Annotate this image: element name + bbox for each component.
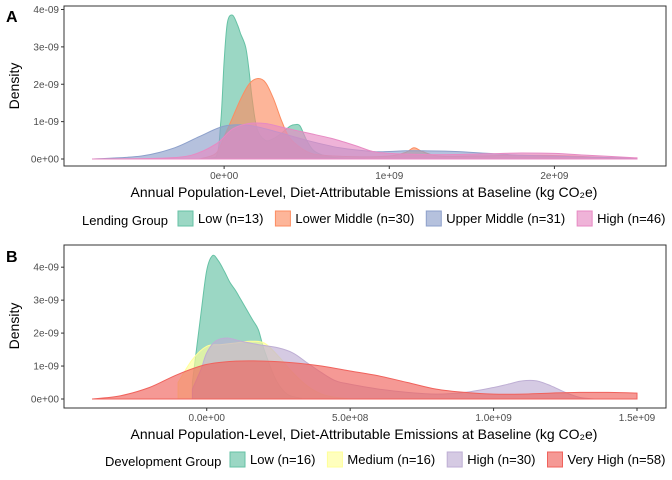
panel-b-y-axis: 0e+00 1e-09 2e-09 3e-09 4e-09 <box>31 263 64 406</box>
panel-b-legend-key <box>446 451 463 468</box>
panel-a-legend-key <box>576 210 593 227</box>
panel-a-legend-key <box>177 210 194 227</box>
panel-b-y-tick-label: 4e-09 <box>33 263 59 274</box>
panel-b-x-axis-title: Annual Population-Level, Diet-Attributab… <box>131 426 598 442</box>
panel-a-y-tick-label: 0e+00 <box>31 155 60 166</box>
panel-b-legend: Development Group Low (n=16) Medium (n=16… <box>105 451 666 469</box>
panel-b-y-tick-label: 1e-09 <box>33 362 59 373</box>
panel-a-x-axis: 0e+00 1e+09 2e+09 <box>210 166 569 182</box>
panel-b-legend-key <box>326 451 343 468</box>
panel-a-density-areas <box>91 14 638 160</box>
panel-b-legend-title: Development Group <box>105 454 221 469</box>
panel-a: A 0e+00 1e-09 2e-09 3e-09 4e-09 0e+00 1e+09 2e… <box>6 5 667 228</box>
panel-a-y-tick-label: 4e-09 <box>33 5 59 16</box>
panel-b-y-tick-label: 0e+00 <box>31 395 60 406</box>
panel-b-legend-label: Medium (n=16) <box>347 452 435 467</box>
panel-a-legend-key <box>425 210 442 227</box>
panel-b-plot-border <box>63 244 667 409</box>
panel-b-y-tick-label: 2e-09 <box>33 329 59 340</box>
panel-b-density-areas <box>91 254 638 400</box>
panel-a-plot-border <box>63 5 667 167</box>
panel-a-legend: Lending Group Low (n=13) Lower Middle (n=… <box>82 210 665 228</box>
panel-a-y-axis-title: Density <box>6 63 22 110</box>
panel-b-x-tick-label: 1.0e+09 <box>475 413 512 424</box>
panel-b-legend-label: Low (n=16) <box>250 452 315 467</box>
panel-b-y-tick-label: 3e-09 <box>33 296 59 307</box>
panel-b-y-axis-title: Density <box>6 303 22 350</box>
panel-a-legend-title: Lending Group <box>82 213 168 228</box>
panel-a-x-tick-label: 2e+09 <box>540 171 569 182</box>
panel-b-x-tick-label: 1.5e+09 <box>619 413 656 424</box>
panel-b-density-4 <box>91 360 638 400</box>
panel-b-x-tick-label: 5.0e+08 <box>332 413 369 424</box>
panel-a-density-4 <box>91 122 638 160</box>
panel-a-legend-label: High (n=46) <box>597 211 665 226</box>
panel-a-legend-label: Lower Middle (n=30) <box>295 211 414 226</box>
panel-b-legend-key <box>229 451 246 468</box>
panel-b-x-axis: 0.0e+00 5.0e+08 1.0e+09 1.5e+09 <box>189 408 656 424</box>
panel-a-label: A <box>6 9 18 26</box>
panel-a-x-tick-label: 0e+00 <box>210 171 239 182</box>
panel-b-label: B <box>6 249 18 266</box>
panel-b-legend-label: Very High (n=58) <box>568 452 666 467</box>
panel-a-y-tick-label: 2e-09 <box>33 80 59 91</box>
panel-a-x-axis-title: Annual Population-Level, Diet-Attributab… <box>131 184 598 200</box>
panel-b: B 0e+00 1e-09 2e-09 3e-09 4e-09 0.0e+00 5.0e+… <box>6 244 667 469</box>
panel-a-y-tick-label: 1e-09 <box>33 117 59 128</box>
panel-a-legend-label: Low (n=13) <box>198 211 263 226</box>
panel-b-legend-key <box>547 451 563 468</box>
panel-b-x-tick-label: 0.0e+00 <box>189 413 226 424</box>
panel-a-legend-label: Upper Middle (n=31) <box>446 211 565 226</box>
panel-a-legend-key <box>274 210 291 227</box>
panel-a-x-tick-label: 1e+09 <box>375 171 404 182</box>
panel-a-y-axis: 0e+00 1e-09 2e-09 3e-09 4e-09 <box>31 5 64 166</box>
panel-a-y-tick-label: 3e-09 <box>33 42 59 53</box>
panel-b-legend-label: High (n=30) <box>467 452 535 467</box>
